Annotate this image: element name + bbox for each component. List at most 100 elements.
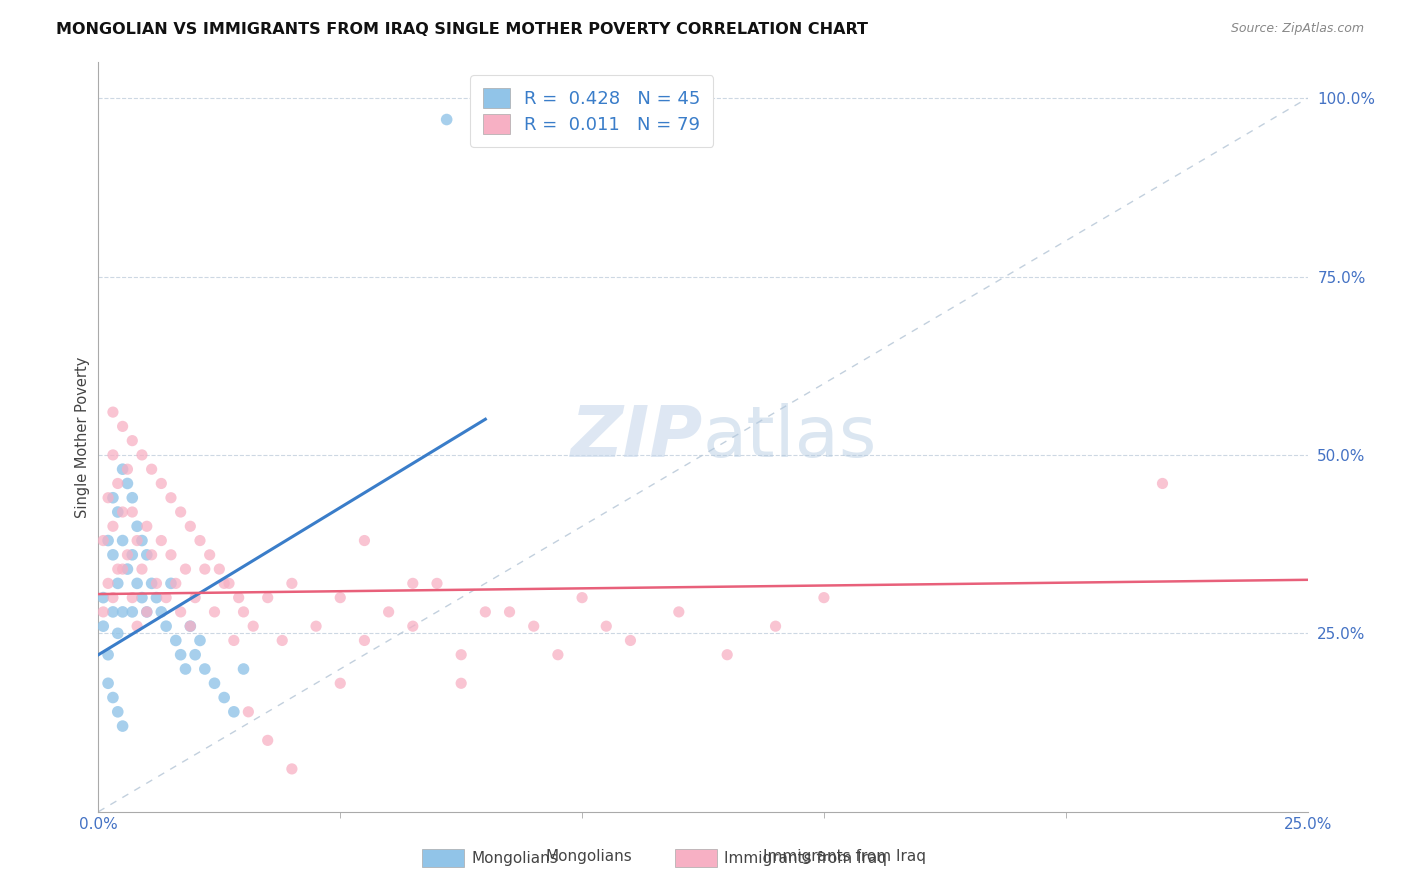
Point	[117, 476, 139, 491]
Point	[101, 405, 124, 419]
Point	[353, 533, 375, 548]
Point	[194, 562, 217, 576]
Point	[111, 605, 134, 619]
Point	[107, 705, 129, 719]
Point	[474, 605, 496, 619]
Point	[101, 519, 124, 533]
Point	[107, 576, 129, 591]
Point	[179, 519, 201, 533]
Text: Mongolians: Mongolians	[546, 849, 633, 864]
Point	[160, 548, 183, 562]
Point	[194, 662, 217, 676]
Point	[145, 591, 167, 605]
Point	[111, 719, 134, 733]
Point	[91, 591, 114, 605]
Point	[97, 648, 120, 662]
Point	[222, 705, 245, 719]
Point	[165, 576, 187, 591]
Point	[101, 448, 124, 462]
Point	[1152, 476, 1174, 491]
Point	[426, 576, 449, 591]
Point	[101, 548, 124, 562]
Point	[571, 591, 593, 605]
Point	[127, 519, 149, 533]
Point	[117, 462, 139, 476]
Text: Mongolians: Mongolians	[471, 851, 558, 865]
Point	[127, 576, 149, 591]
Point	[97, 576, 120, 591]
Text: Immigrants from Iraq: Immigrants from Iraq	[763, 849, 927, 864]
Point	[111, 533, 134, 548]
Point	[117, 562, 139, 576]
Point	[305, 619, 328, 633]
Point	[256, 591, 278, 605]
Point	[174, 662, 197, 676]
Point	[716, 648, 738, 662]
Point	[188, 633, 211, 648]
Point	[498, 605, 520, 619]
Point	[174, 562, 197, 576]
Point	[204, 676, 226, 690]
Point	[595, 619, 617, 633]
Point	[523, 619, 546, 633]
Point	[184, 648, 207, 662]
Point	[107, 476, 129, 491]
Point	[141, 462, 163, 476]
Y-axis label: Single Mother Poverty: Single Mother Poverty	[75, 357, 90, 517]
Point	[135, 548, 157, 562]
Point	[150, 476, 173, 491]
Point	[150, 533, 173, 548]
Text: atlas: atlas	[703, 402, 877, 472]
Point	[204, 605, 226, 619]
Point	[101, 605, 124, 619]
Point	[121, 434, 143, 448]
Point	[111, 562, 134, 576]
Point	[131, 533, 153, 548]
Point	[179, 619, 201, 633]
Point	[107, 626, 129, 640]
Point	[238, 705, 260, 719]
Point	[353, 633, 375, 648]
Point	[135, 605, 157, 619]
Point	[135, 519, 157, 533]
Point	[97, 676, 120, 690]
Point	[127, 619, 149, 633]
Text: MONGOLIAN VS IMMIGRANTS FROM IRAQ SINGLE MOTHER POVERTY CORRELATION CHART: MONGOLIAN VS IMMIGRANTS FROM IRAQ SINGLE…	[56, 22, 869, 37]
Point	[155, 619, 177, 633]
Point	[91, 619, 114, 633]
Point	[135, 605, 157, 619]
Point	[281, 762, 304, 776]
Point	[436, 112, 458, 127]
Point	[169, 648, 191, 662]
Point	[765, 619, 787, 633]
Point	[169, 505, 191, 519]
Point	[111, 419, 134, 434]
Point	[97, 533, 120, 548]
Point	[329, 591, 352, 605]
Point	[281, 576, 304, 591]
Point	[232, 605, 254, 619]
Point	[121, 548, 143, 562]
Point	[218, 576, 240, 591]
Point	[121, 505, 143, 519]
Point	[212, 576, 235, 591]
Point	[232, 662, 254, 676]
Point	[179, 619, 201, 633]
Point	[377, 605, 399, 619]
Point	[668, 605, 690, 619]
Point	[208, 562, 231, 576]
Point	[160, 576, 183, 591]
Point	[329, 676, 352, 690]
Point	[450, 676, 472, 690]
Text: Immigrants from Iraq: Immigrants from Iraq	[724, 851, 887, 865]
Point	[101, 491, 124, 505]
Point	[121, 491, 143, 505]
Point	[222, 633, 245, 648]
Point	[271, 633, 294, 648]
Point	[228, 591, 250, 605]
Point	[165, 633, 187, 648]
Point	[131, 591, 153, 605]
Point	[402, 576, 425, 591]
Point	[141, 576, 163, 591]
Point	[150, 605, 173, 619]
